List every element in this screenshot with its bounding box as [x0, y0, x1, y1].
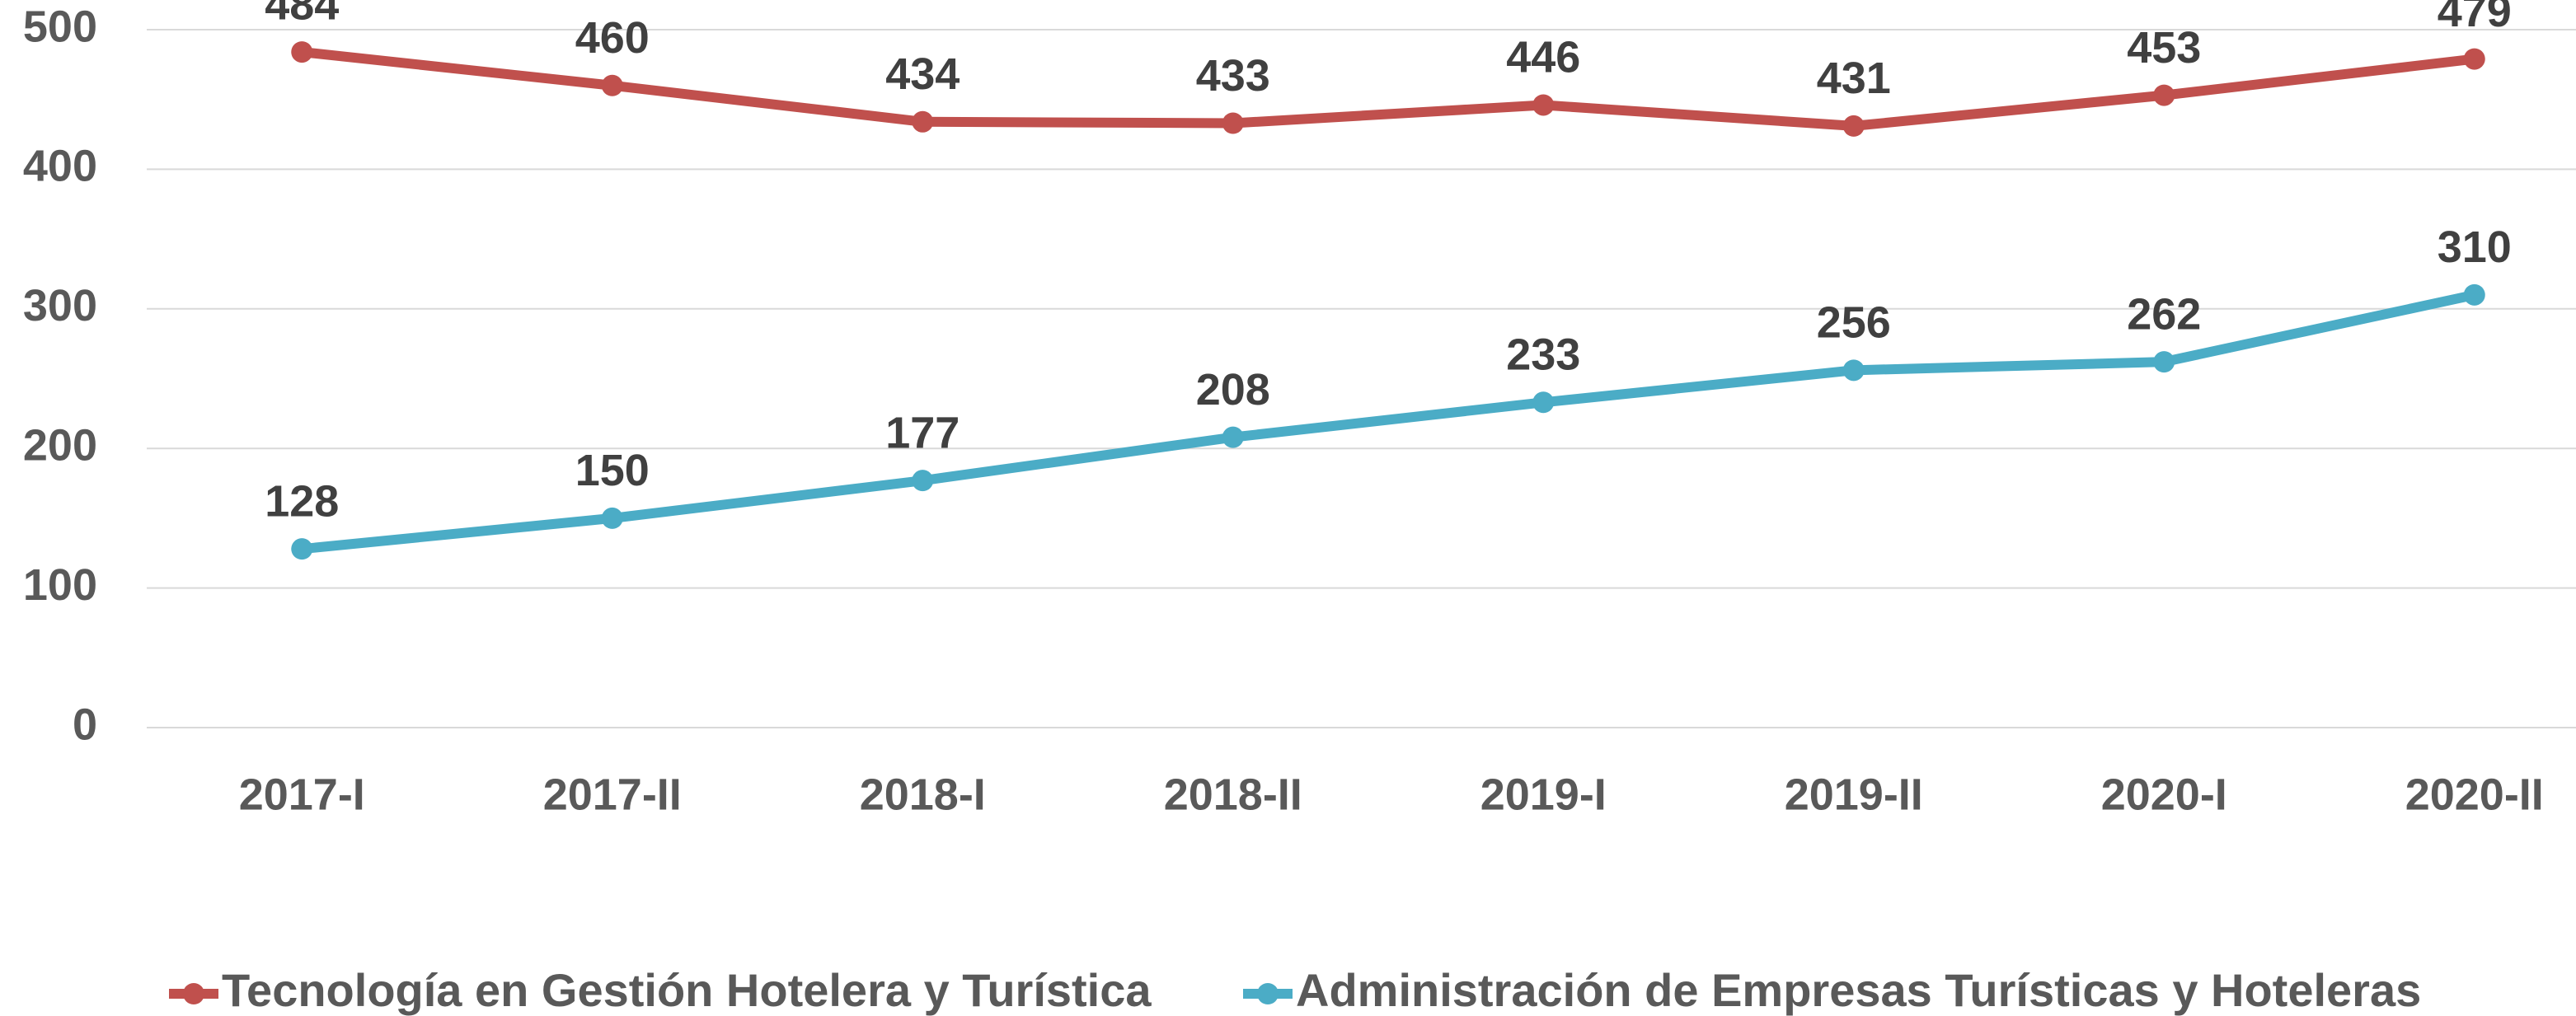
data-label: 446 — [1506, 33, 1580, 82]
marker — [601, 507, 623, 529]
marker — [1842, 115, 1865, 137]
x-tick-label: 2020-I — [2101, 770, 2227, 819]
data-label: 484 — [265, 0, 339, 29]
marker — [1842, 359, 1865, 382]
data-label: 150 — [575, 446, 650, 495]
data-label: 479 — [2438, 0, 2512, 36]
marker — [2153, 84, 2175, 106]
marker — [912, 470, 934, 492]
data-label: 460 — [575, 13, 650, 63]
x-tick-label: 2017-II — [543, 770, 682, 819]
marker — [912, 110, 934, 133]
marker — [601, 74, 623, 96]
x-tick-label: 2019-I — [1480, 770, 1607, 819]
x-tick-label: 2019-II — [1785, 770, 1923, 819]
marker — [1532, 391, 1555, 414]
marker — [2463, 48, 2485, 70]
marker — [1532, 94, 1555, 116]
x-tick-label: 2017-I — [239, 770, 365, 819]
data-label: 433 — [1196, 51, 1270, 101]
y-tick-label: 200 — [23, 420, 97, 470]
y-tick-label: 100 — [23, 560, 97, 610]
marker — [291, 41, 313, 63]
marker — [1222, 112, 1244, 134]
y-tick-label: 300 — [23, 281, 97, 330]
y-tick-label: 0 — [73, 700, 97, 749]
x-tick-label: 2018-II — [1164, 770, 1302, 819]
y-tick-label: 500 — [23, 2, 97, 51]
data-label: 177 — [885, 408, 960, 457]
data-label: 256 — [1817, 298, 1891, 348]
x-tick-label: 2020-II — [2405, 770, 2544, 819]
data-label: 431 — [1817, 54, 1891, 103]
data-label: 128 — [265, 476, 339, 526]
data-label: 262 — [2127, 289, 2201, 339]
x-tick-label: 2018-I — [860, 770, 986, 819]
marker — [2463, 283, 2485, 306]
data-label: 434 — [885, 49, 960, 99]
marker — [1222, 426, 1244, 448]
data-label: 310 — [2438, 222, 2512, 272]
series-line — [297, 289, 2480, 555]
data-label: 453 — [2127, 23, 2201, 73]
series-line — [297, 47, 2480, 131]
data-label: 233 — [1506, 330, 1580, 380]
data-label: 208 — [1196, 365, 1270, 414]
marker — [291, 538, 313, 560]
legend-label: Administración de Empresas Turísticas y … — [1296, 964, 2421, 1016]
legend-marker — [183, 983, 204, 1004]
legend-marker — [1257, 983, 1279, 1004]
marker — [2153, 351, 2175, 373]
y-tick-label: 400 — [23, 142, 97, 191]
legend-label: Tecnología en Gestión Hotelera y Turísti… — [222, 964, 1152, 1016]
